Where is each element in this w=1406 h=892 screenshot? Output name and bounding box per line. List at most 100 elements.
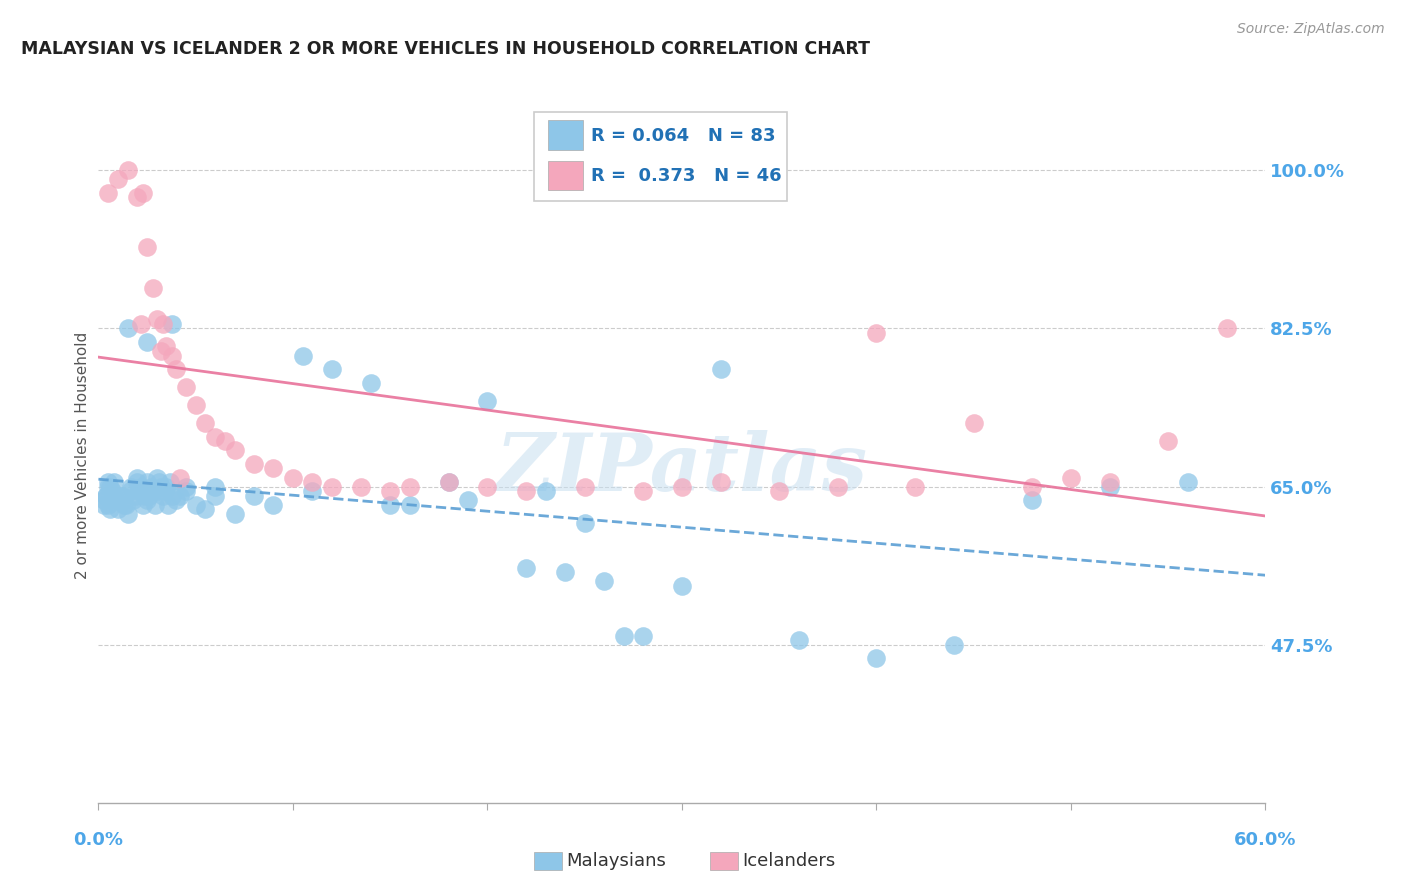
Text: 0.0%: 0.0%: [73, 830, 124, 848]
Point: [437, 475, 460, 489]
Point: [162, 489, 184, 503]
Point: [534, 484, 557, 499]
Point: [768, 484, 790, 499]
Point: [574, 479, 596, 493]
Text: ZIPatlas: ZIPatlas: [496, 430, 868, 508]
Point: [98, 502, 121, 516]
Point: [149, 479, 172, 493]
Point: [93, 498, 115, 512]
Point: [152, 489, 174, 503]
Point: [152, 317, 174, 331]
Point: [112, 498, 135, 512]
Text: Icelanders: Icelanders: [742, 852, 835, 870]
Point: [136, 334, 159, 349]
Point: [865, 326, 887, 340]
Point: [291, 349, 314, 363]
Point: [96, 489, 118, 503]
Point: [477, 479, 499, 493]
Text: Source: ZipAtlas.com: Source: ZipAtlas.com: [1237, 22, 1385, 37]
Text: MALAYSIAN VS ICELANDER 2 OR MORE VEHICLES IN HOUSEHOLD CORRELATION CHART: MALAYSIAN VS ICELANDER 2 OR MORE VEHICLE…: [21, 40, 870, 58]
Text: Malaysians: Malaysians: [567, 852, 666, 870]
Point: [477, 393, 499, 408]
Point: [104, 493, 127, 508]
Point: [169, 489, 191, 503]
Point: [174, 479, 197, 493]
Point: [943, 638, 966, 652]
Point: [136, 475, 159, 489]
Point: [93, 493, 115, 508]
Point: [612, 629, 634, 643]
Point: [121, 479, 143, 493]
Point: [139, 479, 162, 493]
Point: [103, 475, 125, 489]
Point: [148, 475, 170, 489]
Point: [155, 479, 177, 493]
Point: [159, 475, 181, 489]
Point: [593, 574, 616, 589]
Point: [103, 489, 125, 503]
Point: [360, 376, 382, 390]
Point: [146, 484, 169, 499]
Point: [174, 484, 197, 499]
Point: [134, 489, 156, 503]
Point: [1098, 479, 1121, 493]
Point: [127, 470, 149, 484]
Point: [904, 479, 927, 493]
Point: [132, 186, 155, 200]
Point: [97, 479, 120, 493]
Point: [129, 317, 152, 331]
Point: [631, 629, 654, 643]
Point: [1157, 434, 1180, 449]
Point: [398, 479, 420, 493]
Point: [127, 475, 149, 489]
Point: [1215, 321, 1237, 335]
Point: [118, 484, 141, 499]
Point: [114, 498, 136, 512]
Point: [350, 479, 373, 493]
Point: [1177, 475, 1199, 489]
Point: [128, 484, 150, 499]
Point: [243, 457, 266, 471]
Point: [281, 470, 304, 484]
Point: [1060, 470, 1083, 484]
Point: [204, 430, 226, 444]
Point: [136, 493, 159, 508]
Point: [301, 475, 323, 489]
Point: [97, 498, 120, 512]
Point: [671, 479, 693, 493]
Point: [117, 321, 139, 335]
Point: [262, 498, 284, 512]
Point: [153, 484, 176, 499]
Point: [710, 475, 733, 489]
Point: [146, 312, 169, 326]
Point: [1098, 475, 1121, 489]
Point: [1021, 493, 1043, 508]
Point: [321, 479, 343, 493]
Point: [194, 502, 217, 516]
Point: [107, 172, 129, 186]
Point: [515, 484, 537, 499]
Point: [631, 484, 654, 499]
Point: [138, 489, 160, 503]
Text: R = 0.064   N = 83: R = 0.064 N = 83: [591, 127, 775, 145]
Point: [157, 498, 180, 512]
Point: [136, 240, 159, 254]
Point: [865, 651, 887, 665]
Point: [107, 502, 129, 516]
Point: [117, 163, 139, 178]
Point: [827, 479, 849, 493]
Point: [108, 489, 131, 503]
Point: [142, 281, 165, 295]
Point: [962, 417, 984, 431]
Point: [204, 479, 226, 493]
Point: [671, 579, 693, 593]
Y-axis label: 2 or more Vehicles in Household: 2 or more Vehicles in Household: [75, 331, 90, 579]
Point: [194, 417, 217, 431]
Point: [96, 489, 118, 503]
Point: [380, 498, 402, 512]
Text: R =  0.373   N = 46: R = 0.373 N = 46: [591, 167, 782, 185]
Point: [1021, 479, 1043, 493]
Point: [457, 493, 479, 508]
Point: [101, 484, 124, 499]
Point: [169, 470, 191, 484]
